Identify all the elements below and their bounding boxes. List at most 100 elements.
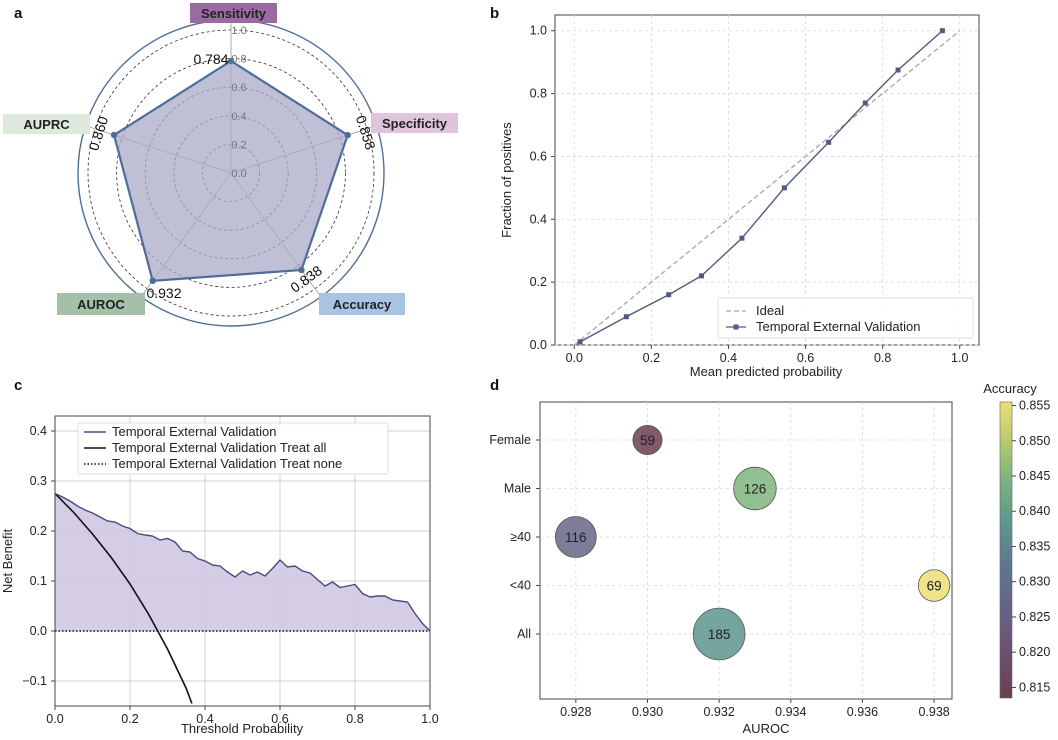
bubble-Male xyxy=(733,466,777,511)
calibration-y-tick-label: 0.6 xyxy=(530,149,547,163)
colorbar-tick-label: 0.830 xyxy=(1019,575,1050,589)
panel-label-c: c xyxy=(14,377,22,394)
legend-ideal: Ideal xyxy=(756,303,784,318)
radar-category-label-sensitivity: Sensitivity xyxy=(201,6,267,21)
dca-x-tick-label: 0.8 xyxy=(346,712,363,726)
calibration-chart: 0.0 0.2 0.4 0.6 0.8 1.0 0.0 0.2 0.4 0.6 0.8 1.0 Me… xyxy=(499,14,980,379)
bubble-count-label: 69 xyxy=(927,579,942,594)
bubble-x-tick-label: 0.930 xyxy=(632,705,663,719)
calibration-point xyxy=(826,139,832,145)
bubble-frame xyxy=(539,401,953,700)
legend-validation: Temporal External Validation xyxy=(756,319,921,334)
legend-model: Temporal External Validation xyxy=(112,424,277,439)
net-benefit-area xyxy=(55,493,430,631)
radar-category-box-auprc xyxy=(3,114,90,134)
colorbar-tick-label: 0.815 xyxy=(1019,680,1050,694)
dca-y-tick-label: 0.0 xyxy=(30,624,47,638)
radar-chart: 0.00.20.40.60.81.0 0.7840.8580.8380.9320… xyxy=(3,3,458,327)
colorbar xyxy=(999,401,1013,699)
calibration-point xyxy=(862,100,868,106)
radar-category-label-auprc: AUPRC xyxy=(23,117,70,132)
model-net-benefit-line xyxy=(54,492,431,632)
bubble-x-tick-label: 0.934 xyxy=(775,705,806,719)
calibration-x-tick-label: 0.8 xyxy=(874,351,891,365)
treat-all-line xyxy=(54,492,193,704)
calibration-y-tick-label: 0.8 xyxy=(530,87,547,101)
radar-category-label-auroc: AUROC xyxy=(77,297,125,312)
radar-tick-label: 0.8 xyxy=(231,54,246,66)
radar-value-label-sensitivity: 0.784 xyxy=(193,51,228,67)
radar-value-label-auroc: 0.932 xyxy=(146,285,181,301)
calibration-x-tick-label: 0.2 xyxy=(643,351,660,365)
bubble-y-tick-label: Male xyxy=(504,482,531,496)
calibration-y-tick-label: 0.0 xyxy=(530,338,547,352)
calibration-x-tick-label: 1.0 xyxy=(951,351,968,365)
calibration-x-tick-label: 0.6 xyxy=(797,351,814,365)
calibration-point xyxy=(623,314,629,320)
radar-point-specificity xyxy=(344,131,351,139)
calibration-point xyxy=(781,185,787,191)
bubble-y-tick-label: All xyxy=(517,627,531,641)
radar-tick-label: 0.4 xyxy=(231,111,246,123)
colorbar-tick-label: 0.840 xyxy=(1019,504,1050,518)
bubble-count-label: 116 xyxy=(565,530,587,545)
colorbar-tick-label: 0.850 xyxy=(1019,434,1050,448)
bubble-count-label: 185 xyxy=(708,627,731,642)
colorbar-tick-label: 0.820 xyxy=(1019,645,1050,659)
radar-tick-label: 0.6 xyxy=(231,82,246,94)
bubble-Female xyxy=(632,425,663,455)
colorbar-tick-label: 0.825 xyxy=(1019,610,1050,624)
calibration-x-tick-label: 0.4 xyxy=(720,351,737,365)
radar-point-accuracy xyxy=(298,266,305,274)
radar-category-label-specificity: Specificity xyxy=(382,116,448,131)
dca-y-tick-label: 0.1 xyxy=(30,574,47,588)
colorbar-tick-label: 0.845 xyxy=(1019,469,1050,483)
ideal-line xyxy=(573,30,961,346)
radar-tick-label: 0.2 xyxy=(231,139,246,151)
subgroup-bubble-chart: 0.928 0.930 0.932 0.934 0.936 0.938 Female Mal… xyxy=(489,381,1050,736)
colorbar-tick-label: 0.855 xyxy=(1019,399,1050,413)
radar-category-label-accuracy: Accuracy xyxy=(333,297,392,312)
bubble-y-tick-label: Female xyxy=(489,433,531,447)
dca-legend: Temporal External Validation Temporal Ex… xyxy=(77,422,389,475)
radar-point-sensitivity xyxy=(227,57,235,65)
bubble-y-tick-label: ≥40 xyxy=(510,530,531,544)
dca-x-tick-label: 0.0 xyxy=(46,712,63,726)
dca-x-tick-label: 0.4 xyxy=(196,712,213,726)
calibration-x-tick-label: 0.0 xyxy=(566,351,583,365)
dca-y-tick-label: 0.2 xyxy=(30,524,47,538)
calibration-point xyxy=(577,339,583,345)
calibration-x-label: Mean predicted probability xyxy=(690,364,843,379)
calibration-point xyxy=(698,273,704,279)
calibration-point xyxy=(939,28,945,34)
calibration-point xyxy=(666,292,672,298)
dca-frame xyxy=(54,415,431,707)
dca-x-tick-label: 0.6 xyxy=(271,712,288,726)
panel-label-a: a xyxy=(14,5,23,22)
calibration-legend: Ideal Temporal External Validation xyxy=(717,297,974,339)
calibration-y-tick-label: 0.4 xyxy=(530,212,547,226)
dca-x-tick-label: 1.0 xyxy=(421,712,438,726)
decision-curve-chart: 0.0 0.2 0.4 0.6 0.8 1.0 −0.1 0.0 0.1 0.2 0.3 0.4 T… xyxy=(0,415,439,736)
calibration-point xyxy=(895,67,901,73)
bubble-x-tick-label: 0.932 xyxy=(703,705,734,719)
dca-y-tick-label: 0.4 xyxy=(30,424,47,438)
radar-point-auroc xyxy=(149,277,156,285)
legend-treat-none: Temporal External Validation Treat none xyxy=(112,456,342,471)
bubble-≥40 xyxy=(554,516,597,558)
colorbar-label: Accuracy xyxy=(983,381,1037,396)
bubble-y-tick-label: <40 xyxy=(510,579,531,593)
colorbar-tick-label: 0.835 xyxy=(1019,539,1050,553)
bubble-All xyxy=(692,607,746,661)
dca-x-tick-label: 0.2 xyxy=(121,712,138,726)
radar-tick-label: 0.0 xyxy=(231,168,246,180)
calibration-point xyxy=(739,235,745,241)
dca-x-label: Threshold Probability xyxy=(181,721,304,736)
panel-label-d: d xyxy=(490,377,499,394)
calibration-frame xyxy=(554,14,980,346)
radar-category-box-sensitivity xyxy=(190,3,277,23)
bubble-x-label: AUROC xyxy=(743,721,790,736)
panel-label-b: b xyxy=(490,5,499,22)
bubble-count-label: 59 xyxy=(640,433,655,448)
